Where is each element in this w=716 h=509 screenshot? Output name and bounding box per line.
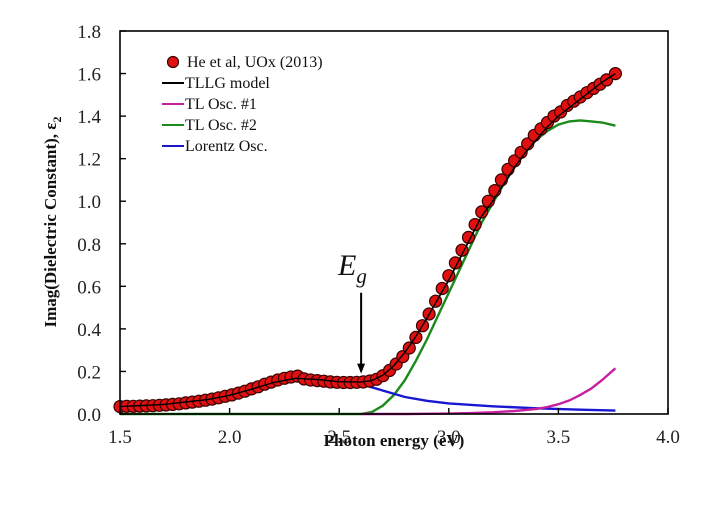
- legend-label: TL Osc. #2: [185, 117, 257, 134]
- annotation-arrowhead: [357, 363, 366, 374]
- tick-labels: 1.5 2.0 2.5 3.0 3.5 4.0 0.0 0.2 0.4 0.6 0.8 1.0 1.2 1…: [77, 22, 680, 448]
- plot-series-markers: [113, 66, 623, 414]
- x-axis-title: Photon energy (eV): [324, 431, 465, 450]
- legend-item-lorentz-osc: Lorentz Osc.: [162, 138, 268, 155]
- x-tick-label: 4.0: [656, 427, 680, 448]
- legend-label: He et al, UOx (2013): [187, 54, 323, 71]
- x-tick-label: 2.0: [218, 427, 242, 448]
- series-line-tl-osc-2: [120, 119, 616, 416]
- y-axis-title-subscript: 2: [50, 116, 64, 122]
- y-tick-label: 0.4: [77, 320, 101, 341]
- y-tick-label: 1.6: [77, 65, 101, 86]
- x-tick-label: 3.0: [437, 427, 461, 448]
- plot-frame: [119, 30, 669, 415]
- band-gap-annotation: Eg: [337, 249, 367, 374]
- annotation-label: Eg: [337, 249, 367, 288]
- data-point: [475, 205, 489, 219]
- x-tick-label: 1.5: [108, 427, 132, 448]
- legend-item-tllg-model: TLLG model: [162, 75, 270, 92]
- legend-item-tl-osc-1: TL Osc. #1: [162, 96, 257, 113]
- legend-label: TLLG model: [185, 75, 270, 92]
- legend-label: TL Osc. #1: [185, 96, 257, 113]
- y-tick-label: 1.2: [77, 150, 101, 171]
- y-tick-label: 0.2: [77, 362, 101, 383]
- y-tick-label: 0.6: [77, 277, 101, 298]
- legend-item-he-et-al-uox-2013: He et al, UOx (2013): [166, 54, 323, 71]
- y-tick-label: 1.8: [77, 22, 101, 43]
- legend-label: Lorentz Osc.: [185, 138, 268, 155]
- series-line-tllg-model-overlay: [119, 73, 616, 408]
- legend-marker: [166, 55, 180, 69]
- axis-ticks: [119, 30, 669, 415]
- annotation-subscript: g: [356, 264, 367, 288]
- y-tick-label: 0.0: [77, 405, 101, 426]
- y-axis-title-main: Imag(Dielectric Constant), ε: [41, 122, 60, 327]
- legend-item-tl-osc-2: TL Osc. #2: [162, 117, 257, 134]
- y-axis-title: Imag(Dielectric Constant), ε2: [41, 116, 64, 327]
- x-tick-label: 3.5: [547, 427, 571, 448]
- legend: He et al, UOx (2013) TLLG model TL Osc. #1…: [162, 54, 323, 155]
- y-tick-label: 1.4: [77, 107, 101, 128]
- x-tick-label: 2.5: [327, 427, 351, 448]
- y-tick-label: 0.8: [77, 235, 101, 256]
- y-tick-label: 1.0: [77, 192, 101, 213]
